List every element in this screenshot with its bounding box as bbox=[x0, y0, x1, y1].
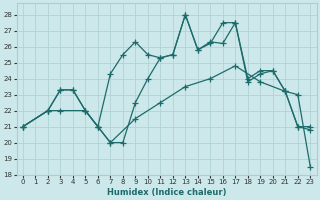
X-axis label: Humidex (Indice chaleur): Humidex (Indice chaleur) bbox=[107, 188, 226, 197]
